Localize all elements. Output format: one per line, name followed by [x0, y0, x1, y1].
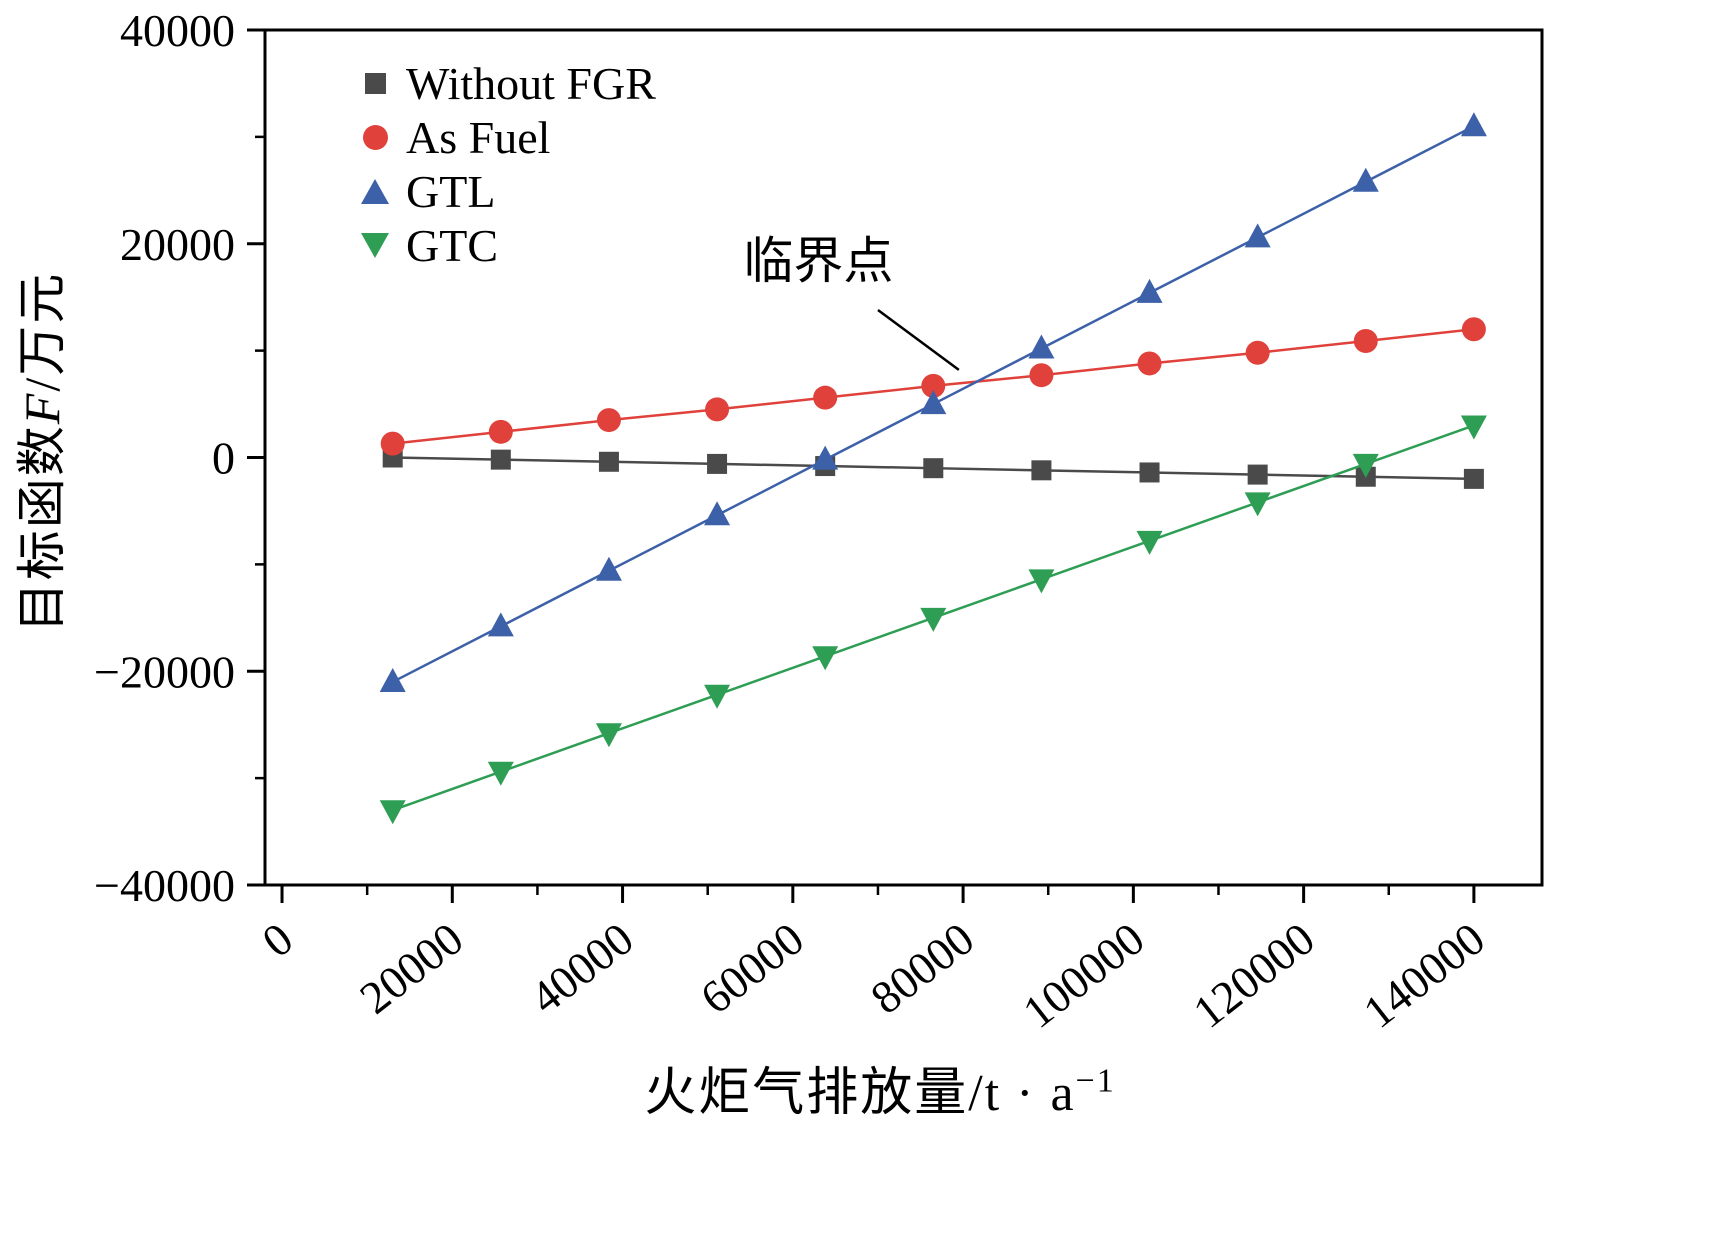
marker-circle	[596, 408, 621, 433]
x-tick-label: 40000	[521, 913, 643, 1024]
marker-triangle-down	[1244, 492, 1271, 517]
legend-label-without-fgr: Without FGR	[406, 57, 656, 109]
x-tick-label: 80000	[861, 913, 983, 1024]
legend-marker-gtl	[361, 178, 389, 204]
marker-circle	[1353, 329, 1378, 354]
legend-marker-box	[356, 72, 394, 94]
annotation-text: 临界点	[743, 233, 893, 289]
legend-item-gtc: GTC	[356, 218, 656, 272]
y-tick-label: −40000	[94, 860, 235, 911]
marker-circle	[921, 373, 946, 398]
x-axis-title: 火炬气排放量/t · a−1	[644, 1050, 1115, 1125]
marker-triangle-up	[379, 667, 406, 692]
legend-marker-box	[356, 124, 394, 150]
y-tick-label: 20000	[120, 219, 235, 270]
marker-triangle-up	[1028, 334, 1055, 359]
series-gtl	[379, 112, 1487, 692]
marker-triangle-down	[379, 800, 406, 825]
legend-marker-box	[356, 178, 394, 204]
y-tick-label: −20000	[94, 646, 235, 697]
marker-triangle-up	[812, 445, 839, 470]
marker-circle	[488, 419, 513, 444]
marker-triangle-up	[1460, 112, 1487, 137]
legend-label-gtl: GTL	[406, 165, 496, 217]
marker-square	[1139, 462, 1160, 483]
y-axis-title-suffix: /万元	[14, 271, 70, 392]
y-axis-title-prefix: 目标函数	[14, 424, 70, 633]
marker-circle	[380, 431, 405, 456]
y-tick-label: 0	[212, 433, 235, 484]
marker-triangle-down	[704, 684, 731, 709]
marker-circle	[1029, 363, 1054, 388]
marker-triangle-down	[1460, 415, 1487, 440]
x-tick-label: 140000	[1354, 913, 1494, 1038]
marker-triangle-up	[920, 390, 947, 415]
marker-triangle-down	[1028, 569, 1055, 594]
marker-square	[1031, 460, 1052, 481]
marker-circle	[705, 397, 730, 422]
series-without-fgr	[382, 447, 1484, 489]
x-axis-title-superscript: −1	[1075, 1062, 1116, 1100]
legend-item-without-fgr: Without FGR	[356, 56, 656, 110]
y-axis-title: 目标函数F/万元	[2, 272, 74, 632]
marker-triangle-down	[487, 761, 514, 786]
marker-triangle-down	[1352, 453, 1379, 478]
marker-triangle-up	[1136, 278, 1163, 303]
series-as-fuel	[380, 317, 1486, 456]
legend-marker-box	[356, 232, 394, 258]
annotation-leader-line	[877, 309, 960, 371]
legend-label-as-fuel: As Fuel	[406, 111, 551, 163]
series-gtc	[379, 415, 1487, 825]
marker-triangle-up	[595, 556, 622, 581]
legend-marker-as-fuel	[362, 124, 388, 150]
marker-circle	[813, 385, 838, 410]
legend-label-gtc: GTC	[406, 219, 498, 271]
marker-triangle-up	[487, 612, 514, 637]
legend-item-as-fuel: As Fuel	[356, 110, 656, 164]
x-axis-title-text: 火炬气排放量/t · a	[644, 1065, 1076, 1122]
marker-triangle-up	[1244, 223, 1271, 248]
marker-circle	[1245, 340, 1270, 365]
x-tick-label: 60000	[691, 913, 813, 1024]
legend: Without FGR As Fuel GTL GTC	[356, 56, 656, 272]
marker-triangle-down	[812, 646, 839, 671]
x-tick-label: 120000	[1184, 913, 1324, 1038]
marker-square	[923, 458, 944, 479]
x-tick-label: 20000	[350, 913, 472, 1024]
marker-square	[490, 449, 511, 470]
marker-square	[1463, 468, 1484, 489]
y-tick-label: 40000	[120, 5, 235, 56]
marker-square	[707, 453, 728, 474]
marker-square	[1247, 464, 1268, 485]
y-axis-title-variable: F	[14, 391, 70, 425]
marker-circle	[1137, 351, 1162, 376]
legend-marker-without-fgr	[364, 72, 386, 94]
marker-square	[598, 451, 619, 472]
marker-triangle-down	[920, 607, 947, 632]
marker-triangle-up	[704, 501, 731, 526]
marker-triangle-up	[1352, 167, 1379, 192]
x-tick-label: 0	[253, 913, 303, 967]
x-tick-label: 100000	[1013, 913, 1153, 1038]
marker-triangle-down	[1136, 530, 1163, 555]
legend-item-gtl: GTL	[356, 164, 656, 218]
marker-circle	[1461, 317, 1486, 342]
marker-triangle-down	[595, 723, 622, 748]
legend-marker-gtc	[361, 232, 389, 258]
